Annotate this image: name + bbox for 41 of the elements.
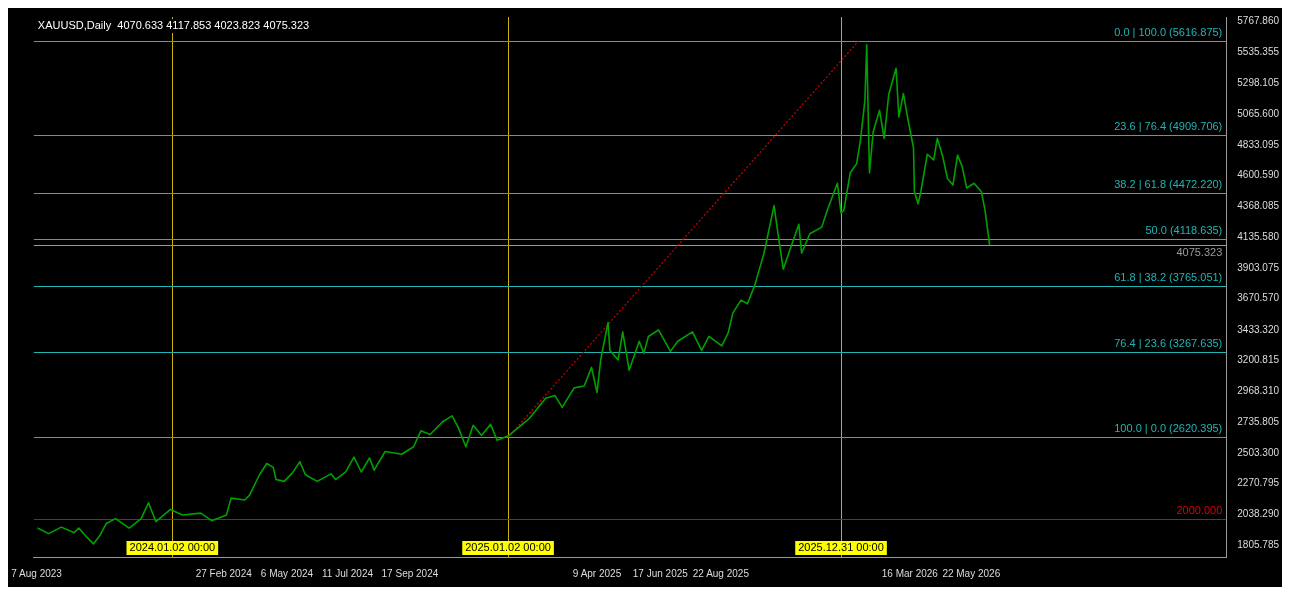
y-tick-label: 5535.355 — [1237, 45, 1280, 57]
ref-line-label: 2025.01.02 00:00 — [465, 541, 551, 554]
y-tick-label: 1805.785 — [1237, 538, 1280, 550]
x-tick-label: 16 Mar 2026 — [881, 567, 939, 579]
ref-line-label: 2024.01.02 00:00 — [129, 541, 216, 554]
ref-line-label: 38.2 | 61.8 (4472.220) — [1114, 177, 1223, 190]
ref-line-label: 100.0 | 0.0 (2620.395) — [1114, 422, 1223, 435]
ref-line-label: 76.4 | 23.6 (3267.635) — [1114, 336, 1223, 349]
y-tick-label: 5767.860 — [1237, 15, 1280, 26]
x-tick-label: 22 Aug 2025 — [692, 567, 750, 579]
y-tick-label: 2038.290 — [1237, 508, 1280, 520]
y-tick-label: 2968.310 — [1237, 385, 1280, 397]
x-tick-label: 11 Jul 2024 — [322, 567, 374, 579]
ref-line-label: 0.0 | 100.0 (5616.875) — [1114, 26, 1223, 39]
y-tick-label: 3200.815 — [1237, 354, 1280, 366]
ref-line-label: 23.6 | 76.4 (4909.706) — [1114, 119, 1223, 132]
x-tick-label: 22 May 2026 — [942, 567, 1001, 579]
y-tick-label: 2735.805 — [1237, 415, 1280, 427]
y-tick-label: 4600.590 — [1237, 169, 1280, 181]
y-tick-label: 5298.105 — [1237, 77, 1280, 89]
y-tick-label: 2503.300 — [1237, 446, 1280, 458]
y-tick-label: 4833.095 — [1237, 138, 1280, 150]
ref-line-label: 50.0 (4118.635) — [1145, 224, 1223, 237]
chart-title: XAUUSD,Daily 4070.633 4117.853 4023.823 4075.323 — [37, 19, 310, 32]
y-tick-label: 3670.570 — [1237, 292, 1280, 304]
y-tick-label: 4135.580 — [1237, 230, 1280, 242]
y-tick-label: 5065.600 — [1237, 107, 1280, 119]
ref-line-label: 2025.12.31 00:00 — [798, 541, 884, 554]
x-tick-label: 27 Feb 2024 — [195, 567, 253, 579]
ref-line-label: 61.8 | 38.2 (3765.051) — [1114, 271, 1223, 284]
y-tick-label: 4368.085 — [1237, 200, 1280, 212]
x-tick-label: 17 Jun 2025 — [632, 567, 689, 579]
y-tick-label: 2270.795 — [1237, 477, 1280, 489]
y-tick-label: 3903.075 — [1237, 261, 1280, 273]
x-tick-label: 6 May 2024 — [260, 567, 314, 579]
x-tick-label: 17 Sep 2024 — [381, 567, 439, 579]
y-tick-label: 3433.320 — [1237, 323, 1280, 335]
x-tick-label: 9 Apr 2025 — [572, 567, 622, 579]
ref-line-label: 2000.000 — [1176, 504, 1223, 517]
ref-line-label: 4075.323 — [1176, 246, 1223, 259]
x-tick-label: 7 Aug 2023 — [11, 567, 63, 579]
